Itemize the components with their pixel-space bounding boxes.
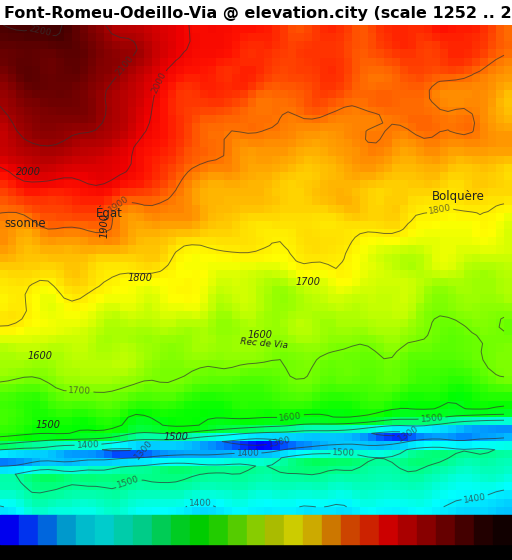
Bar (76, 515, 95, 544)
Text: 1600: 1600 (248, 330, 273, 340)
Bar (323, 515, 342, 544)
Bar (379, 515, 398, 544)
Bar (208, 515, 227, 544)
Text: Font-Romeu-Odeillo-Via @ elevation.city (scale 1252 .. 2211 m)*: Font-Romeu-Odeillo-Via @ elevation.city … (4, 6, 512, 21)
Text: 1400: 1400 (237, 449, 260, 458)
Bar (152, 515, 170, 544)
Text: 1600: 1600 (28, 351, 53, 361)
Bar (285, 515, 304, 544)
Bar (95, 515, 114, 544)
Text: 1700: 1700 (296, 277, 321, 287)
Text: 1300: 1300 (268, 436, 292, 450)
Bar (227, 515, 246, 544)
Bar (474, 515, 493, 544)
Bar (189, 515, 208, 544)
Text: 1500: 1500 (116, 474, 141, 490)
Text: 2200: 2200 (28, 25, 52, 39)
Bar (38, 515, 57, 544)
Text: 1500: 1500 (164, 432, 189, 442)
Text: 1800: 1800 (128, 273, 153, 283)
Text: 1900: 1900 (107, 194, 131, 215)
Bar (133, 515, 152, 544)
Text: 1400: 1400 (76, 440, 100, 450)
Bar (398, 515, 417, 544)
Bar (170, 515, 189, 544)
Bar (0, 515, 19, 544)
Text: 1500: 1500 (36, 420, 61, 430)
Bar (19, 515, 38, 544)
Text: 1300: 1300 (396, 424, 420, 444)
Bar (360, 515, 379, 544)
Text: 1600: 1600 (279, 411, 303, 423)
Text: 1400: 1400 (188, 498, 211, 508)
Text: 1500: 1500 (332, 449, 356, 458)
Text: ssonne: ssonne (4, 217, 46, 230)
Bar (455, 515, 474, 544)
Bar (417, 515, 436, 544)
Text: 2000: 2000 (16, 167, 41, 177)
Text: 1300: 1300 (133, 438, 155, 461)
Text: 2100: 2100 (114, 54, 135, 77)
Bar (114, 515, 133, 544)
Text: 1900: 1900 (100, 213, 110, 237)
Bar (342, 515, 360, 544)
Bar (246, 515, 266, 544)
Text: 1700: 1700 (68, 386, 92, 396)
Text: 1800: 1800 (428, 203, 452, 216)
Text: 1400: 1400 (463, 492, 487, 505)
Text: 2000: 2000 (150, 70, 168, 95)
Bar (436, 515, 455, 544)
Bar (493, 515, 512, 544)
Text: Bolquère: Bolquère (432, 190, 485, 203)
Text: Égat: Égat (96, 206, 123, 220)
Bar (304, 515, 323, 544)
Text: Rec de Via: Rec de Via (240, 337, 288, 350)
Bar (57, 515, 76, 544)
Text: 1500: 1500 (420, 413, 444, 424)
Bar (266, 515, 285, 544)
